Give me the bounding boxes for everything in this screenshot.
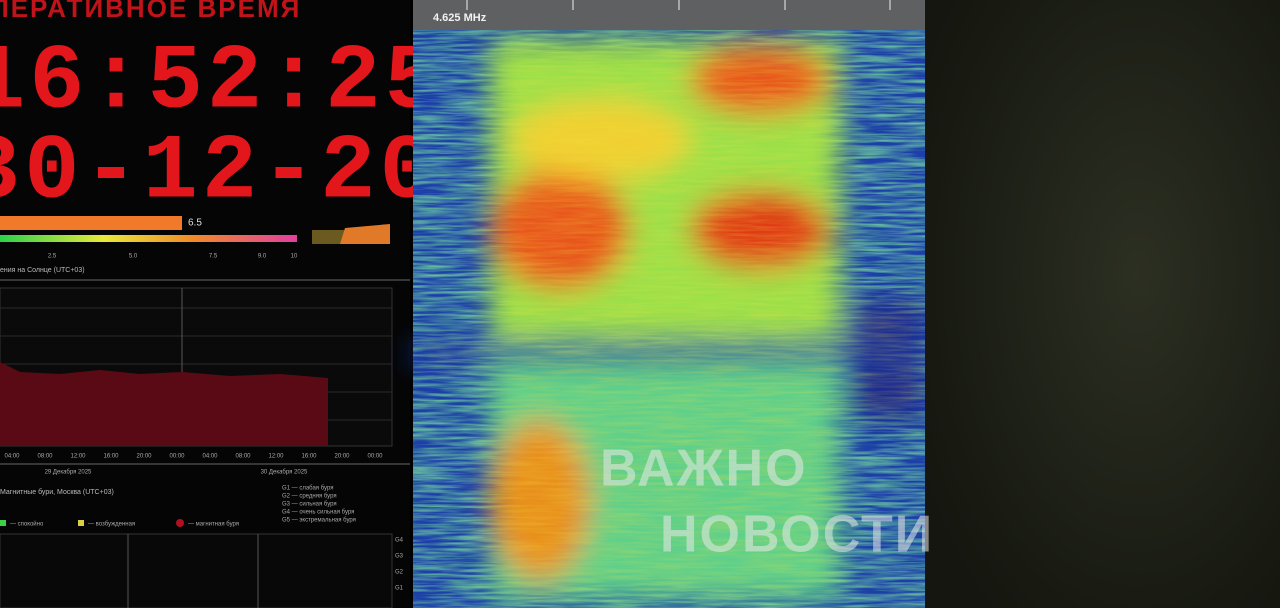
scale-label: 9.0	[258, 254, 267, 260]
x-labels: 04:00 08:00 12:00 16:00 20:00 00:00 04:00 08:00…	[4, 454, 383, 460]
legend-item: — спокойно	[10, 521, 44, 528]
level-item: G3 — сильная буря	[282, 502, 337, 508]
x-tick-label: 00:00	[367, 454, 383, 460]
x-tick-label: 16:00	[103, 454, 119, 460]
legend-swatch	[0, 520, 6, 526]
level-item: G1 — слабая буря	[282, 486, 333, 492]
x-tick-label: 08:00	[235, 454, 251, 460]
storm-axis: G3	[395, 554, 404, 560]
mini-chart-fill	[340, 224, 390, 244]
date-label: 29 Декабря 2025	[45, 470, 92, 476]
freq-ticks	[466, 0, 891, 10]
level-item: G5 — экстремальная буря	[282, 518, 356, 524]
x-tick-label: 12:00	[70, 454, 86, 460]
level-item: G2 — средняя буря	[282, 494, 337, 500]
flare-area	[0, 362, 328, 446]
x-tick-label: 12:00	[268, 454, 284, 460]
scale-label: 10	[291, 254, 298, 260]
x-tick-label: 08:00	[37, 454, 53, 460]
storm-chart	[0, 533, 393, 608]
video-bg	[925, 0, 1280, 608]
index-scale	[0, 235, 297, 242]
spectrogram	[413, 30, 925, 608]
frequency-label: 4.625 MHz	[433, 12, 487, 24]
legend-swatch	[176, 519, 184, 527]
x-tick-label: 16:00	[301, 454, 317, 460]
watermark: ВАЖНО	[600, 440, 808, 498]
legend-item: — магнитная буря	[188, 522, 239, 528]
scale-label: 5.0	[129, 254, 138, 260]
freq-bar	[413, 0, 925, 30]
chart-title: ения на Солнце (UTC+03)	[0, 267, 85, 274]
level-item: G4 — очень сильная буря	[282, 510, 354, 516]
title: ПЕРАТИВНОЕ ВРЕМЯ	[0, 0, 301, 23]
storm-axis: G4	[395, 538, 404, 544]
watermark: НОВОСТИ	[660, 506, 934, 564]
clock-time: 16:52:25	[0, 29, 444, 134]
index-bar	[0, 216, 182, 230]
storm-axis: G1	[395, 586, 404, 592]
date-label: 30 Декабря 2025	[261, 470, 308, 476]
x-tick-label: 20:00	[136, 454, 152, 460]
x-tick-label: 00:00	[169, 454, 185, 460]
legend-swatch	[78, 520, 84, 526]
legend-item: — возбужденная	[88, 522, 135, 528]
index-value: 6.5	[188, 218, 202, 229]
storm-title: Магнитные бури, Москва (UTC+03)	[0, 488, 114, 496]
x-tick-label: 20:00	[334, 454, 350, 460]
storm-axis: G2	[395, 570, 404, 576]
x-tick-label: 04:00	[202, 454, 218, 460]
scale-label: 2.5	[48, 254, 57, 260]
x-tick-label: 04:00	[4, 454, 20, 460]
scale-label: 7.5	[209, 254, 218, 260]
